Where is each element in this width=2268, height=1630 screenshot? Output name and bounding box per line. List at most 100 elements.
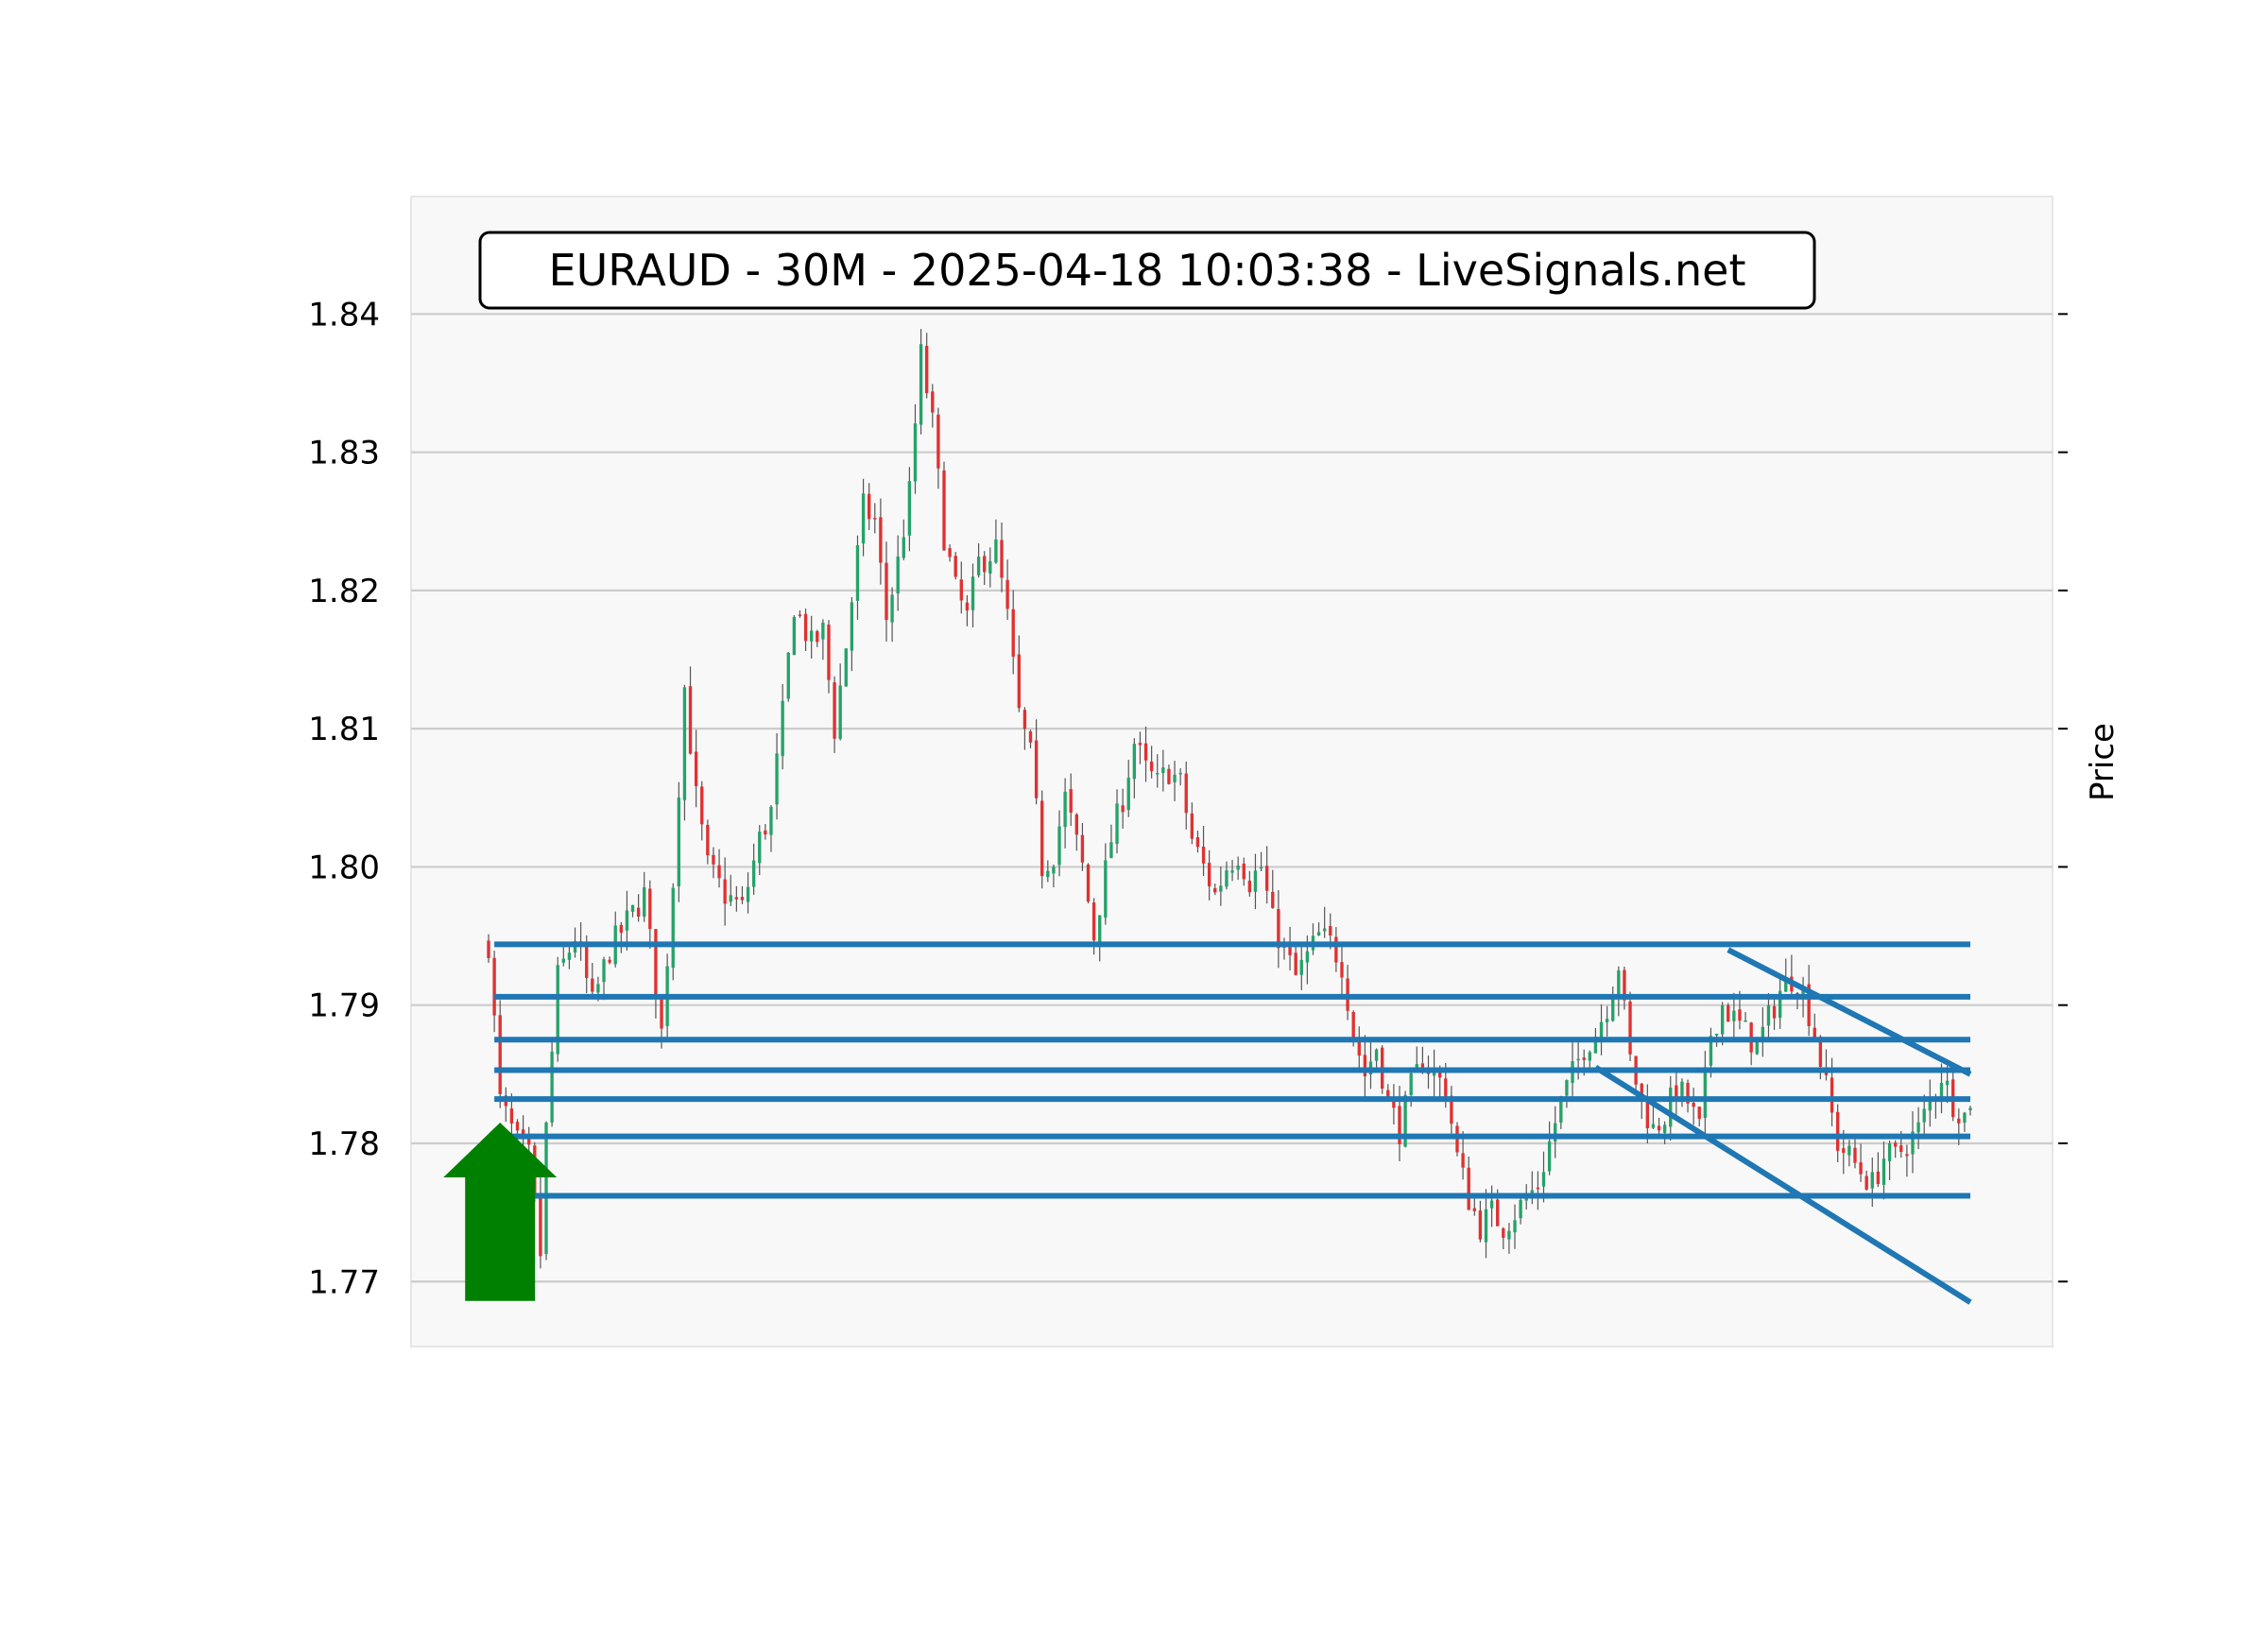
- candle-body-down: [1271, 891, 1275, 908]
- candle-body-up: [775, 753, 779, 805]
- y-axis-ticks: 1.77 1.78 1.79 1.80 1.81 1.82 1.83 1.84: [308, 296, 2068, 1301]
- candle-body-down: [694, 751, 698, 786]
- candle-body-up: [1299, 959, 1303, 975]
- candle-body-down: [1143, 743, 1148, 761]
- candle-body-down: [1894, 1142, 1898, 1147]
- candle-body-down: [1738, 1009, 1742, 1021]
- candle-body-up: [1565, 1080, 1569, 1096]
- candle-body-down: [1213, 887, 1217, 893]
- candle-body-up: [1541, 1172, 1546, 1187]
- candle-body-up: [1887, 1143, 1892, 1161]
- candle-body-down: [1645, 1100, 1650, 1129]
- candle-body-down: [585, 946, 589, 979]
- candle-body-down: [1876, 1171, 1881, 1185]
- candle-body-up: [850, 602, 854, 651]
- candle-body-down: [1461, 1153, 1465, 1168]
- candle-body-down: [1830, 1077, 1834, 1113]
- candle-body-up: [1576, 1058, 1580, 1061]
- candle-body-down: [1340, 962, 1344, 978]
- candle-body-up: [1755, 1040, 1759, 1055]
- candle-body-up: [1173, 774, 1177, 782]
- y-tick-label: 1.83: [308, 435, 380, 472]
- candle-body-down: [1772, 1005, 1777, 1019]
- candle-body-down: [1017, 654, 1021, 709]
- candle-body-down: [1277, 909, 1280, 949]
- candle-body-up: [567, 952, 572, 960]
- candle-body-up: [758, 832, 762, 864]
- candle-body-down: [1905, 1154, 1909, 1157]
- candle-body-down: [591, 978, 594, 992]
- candle-body-down: [1005, 579, 1009, 609]
- candle-body-up: [1374, 1049, 1379, 1061]
- candle-body-up: [1104, 860, 1108, 918]
- candle-body-down: [925, 346, 929, 394]
- candle-body-down: [515, 1122, 520, 1131]
- y-tick-label: 1.84: [308, 296, 380, 334]
- candle-body-up: [1115, 803, 1119, 845]
- candle-body-down: [1184, 773, 1188, 814]
- candle-body-down: [498, 1015, 502, 1094]
- candle-body-up: [821, 622, 825, 640]
- candle-body-up: [1709, 1036, 1713, 1066]
- candle-body-down: [723, 879, 727, 904]
- candle-body-up: [1178, 772, 1182, 775]
- candle-body-up: [913, 423, 918, 482]
- candle-body-up: [1156, 772, 1160, 775]
- candle-body-down: [879, 517, 883, 563]
- candle-body-up: [1432, 1070, 1436, 1076]
- candle-body-down: [867, 493, 871, 520]
- candle-body-down: [740, 897, 745, 901]
- candle-body-up: [1098, 915, 1102, 943]
- trend-line: [1727, 947, 1972, 1077]
- candle-body-up: [1939, 1082, 1944, 1098]
- candle-body-up: [769, 806, 773, 835]
- candle-body-down: [1086, 864, 1091, 902]
- candle-body-down: [717, 865, 721, 879]
- candle-body-up: [630, 904, 635, 912]
- candle-body-up: [1611, 995, 1615, 1021]
- candle-body-up: [561, 958, 565, 963]
- candle-body-up: [976, 557, 981, 575]
- candle-body-up: [1489, 1200, 1494, 1209]
- candle-body-down: [1386, 1090, 1390, 1097]
- candle-body-up: [1928, 1099, 1932, 1111]
- candle-body-down: [1675, 1085, 1678, 1100]
- candle-body-up: [1132, 744, 1137, 780]
- candle-body-down: [885, 562, 888, 621]
- candle-body-up: [1530, 1190, 1534, 1195]
- candle-body-down: [1392, 1097, 1396, 1108]
- candle-body-down: [660, 996, 663, 1029]
- candle-body-down: [803, 613, 808, 642]
- candle-body-down: [931, 391, 935, 413]
- candle-body-up: [1766, 1005, 1771, 1026]
- candle-body-down: [1835, 1111, 1840, 1151]
- candle-body-up: [1547, 1141, 1552, 1172]
- candle-body-up: [1316, 932, 1321, 936]
- candle-body-up: [1519, 1199, 1522, 1219]
- candle-body-down: [1247, 881, 1252, 893]
- candle-body-down: [827, 625, 831, 680]
- candle-body-down: [1444, 1078, 1448, 1099]
- candle-body-down: [1264, 866, 1269, 891]
- candle-body-down: [1028, 730, 1033, 743]
- candle-body-up: [746, 886, 750, 902]
- candle-body-down: [487, 940, 490, 958]
- candle-body-down: [1957, 1118, 1961, 1124]
- candle-body-up: [625, 910, 629, 931]
- candle-body-up: [1881, 1158, 1886, 1185]
- candle-body-down: [1363, 1055, 1367, 1077]
- candle-body-down: [1899, 1145, 1903, 1153]
- trend-line: [1593, 1064, 1972, 1305]
- signal-arrow-group: [443, 1123, 558, 1301]
- candle-body-down: [1472, 1208, 1476, 1211]
- candle-body-down: [816, 630, 819, 643]
- candle-body-down: [539, 1196, 542, 1257]
- candle-body-down: [1853, 1147, 1857, 1163]
- candle-body-down: [1842, 1148, 1846, 1153]
- plot-area: [410, 196, 2053, 1347]
- candle-body-up: [1703, 1067, 1708, 1119]
- candle-body-up: [1259, 866, 1263, 869]
- candle-body-down: [1582, 1057, 1586, 1060]
- candle-body-down: [1080, 834, 1085, 863]
